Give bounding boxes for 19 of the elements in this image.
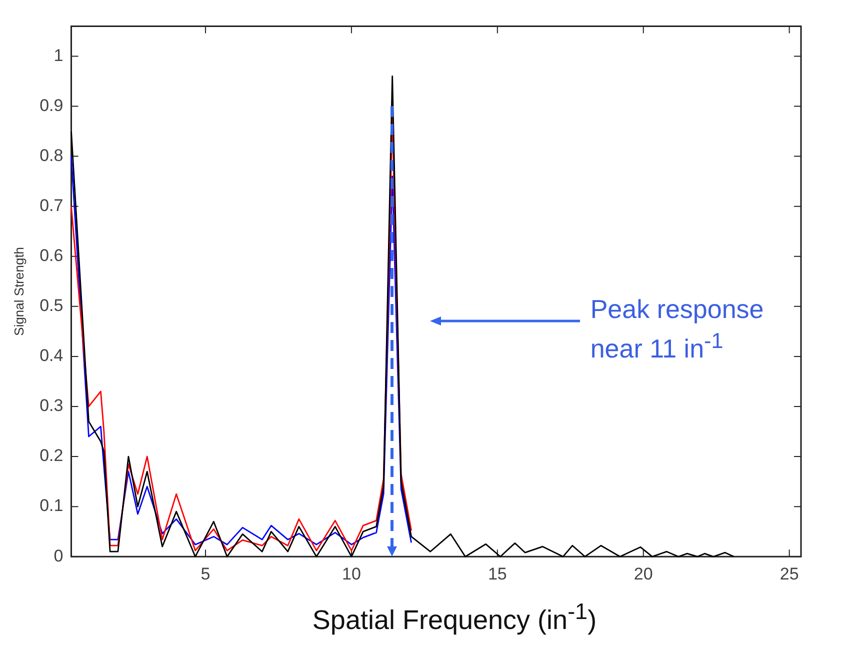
y-tick-label: 0.9 [40, 96, 64, 115]
x-tick-label: 10 [342, 564, 361, 584]
x-axis-title: Spatial Frequency (in$^{-1}$) [311, 599, 598, 636]
y-tick-label: 0.5 [40, 296, 64, 316]
y-tick-label: 0.7 [40, 196, 64, 216]
x-tick-label: 5 [200, 564, 210, 584]
x-tick-label: 20 [634, 564, 653, 584]
x-tick-label: 25 [780, 564, 799, 584]
y-tick-label: 0.1 [40, 496, 64, 516]
y-tick-label: 0.6 [40, 246, 64, 266]
y-tick-label: 0.8 [40, 146, 64, 165]
annotation: Peak response near 11 in$^{-1}$ [590, 294, 765, 364]
x-tick-label: 15 [488, 564, 507, 584]
y-tick-label: 0.4 [40, 346, 64, 366]
y-tick-label: 0.2 [40, 446, 64, 466]
y-axis-title: Signal Strength [11, 246, 26, 336]
y-tick-label: 1 [54, 46, 64, 65]
y-tick-label: 0.3 [40, 396, 64, 416]
y-tick-label: 0 [54, 546, 64, 566]
